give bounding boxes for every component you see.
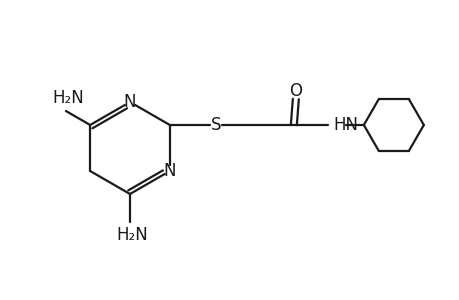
Text: N: N <box>163 162 176 180</box>
Text: H₂N: H₂N <box>116 226 147 244</box>
Text: HN: HN <box>333 116 358 134</box>
Text: S: S <box>210 116 221 134</box>
Text: H₂N: H₂N <box>52 89 84 107</box>
Text: N: N <box>123 93 136 111</box>
Text: O: O <box>289 82 302 100</box>
